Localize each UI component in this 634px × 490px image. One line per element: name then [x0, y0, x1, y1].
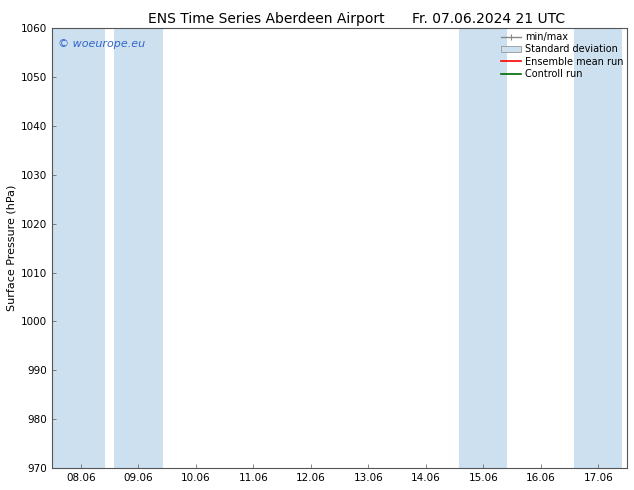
Bar: [52, 28, 76, 468]
Bar: [459, 28, 507, 468]
Bar: [114, 28, 162, 468]
Text: © woeurope.eu: © woeurope.eu: [58, 39, 145, 49]
Y-axis label: Surface Pressure (hPa): Surface Pressure (hPa): [7, 185, 17, 311]
Legend: min/max, Standard deviation, Ensemble mean run, Controll run: min/max, Standard deviation, Ensemble me…: [500, 30, 625, 81]
Text: ENS Time Series Aberdeen Airport: ENS Time Series Aberdeen Airport: [148, 12, 385, 26]
Bar: [57, 28, 105, 468]
Bar: [574, 28, 623, 468]
Text: Fr. 07.06.2024 21 UTC: Fr. 07.06.2024 21 UTC: [411, 12, 565, 26]
